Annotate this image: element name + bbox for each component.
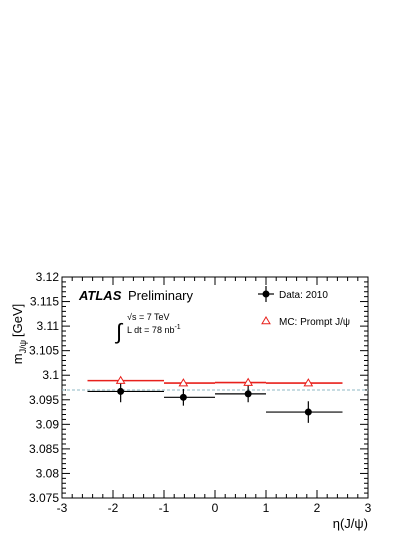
y-tick-label: 3.09 [36,417,60,431]
x-tick-label: 2 [314,501,321,515]
y-axis-label: mJ/ψ[GeV] [10,304,28,365]
y-tick-label: 3.085 [29,442,59,456]
x-axis-label: η(J/ψ) [333,516,368,531]
x-tick-label: 0 [212,501,219,515]
mc-point [115,375,126,384]
legend-mc-label: MC: Prompt J/ψ [279,317,350,328]
atlas-label: ATLAS Preliminary [78,288,194,303]
y-tick-label: 3.1 [42,368,59,382]
y-tick-label: 3.075 [29,491,59,505]
y-tick-label: 3.115 [30,295,59,309]
data-point [179,393,187,401]
legend-data-marker [262,290,270,298]
luminosity-annotation: ∫ √s = 7 TeV L dt = 78 nb-1 [114,312,181,344]
y-tick-label: 3.11 [37,319,60,333]
atlas-experiment-label: ATLAS [78,288,122,303]
mc-point [178,378,189,387]
luminosity-label: L dt = 78 nb-1 [127,324,181,335]
data-point [304,408,312,416]
data-point [244,390,252,398]
atlas-status-label: Preliminary [128,288,194,303]
x-tick-label: 3 [365,501,372,515]
y-tick-label: 3.12 [36,270,60,284]
integral-sign-icon: ∫ [114,319,124,344]
y-tick-label: 3.105 [29,344,59,358]
x-tick-label: 1 [263,501,270,515]
series-data [87,380,343,423]
energy-label: √s = 7 TeV [127,312,170,322]
mc-point [303,378,314,387]
series-layer [87,375,343,423]
x-tick-label: -3 [57,501,68,515]
legend-data-label: Data: 2010 [279,290,328,301]
x-tick-label: -2 [108,501,119,515]
series-mc [87,375,343,387]
plot-frame [61,276,369,499]
y-axis-label-text: mJ/ψ[GeV] [10,304,28,365]
y-tick-label: 3.08 [36,466,60,480]
data-point [117,387,125,395]
mc-point [243,377,254,386]
axes: -3 -2 -1 0 1 2 3 3.075 3.08 3.085 3.09 3.095 3.1 3.10… [29,270,372,515]
x-tick-label: -1 [159,501,170,515]
y-tick-label: 3.095 [29,393,59,407]
legend-mc-marker [261,316,271,325]
legend: Data: 2010 MC: Prompt J/ψ [258,286,350,328]
